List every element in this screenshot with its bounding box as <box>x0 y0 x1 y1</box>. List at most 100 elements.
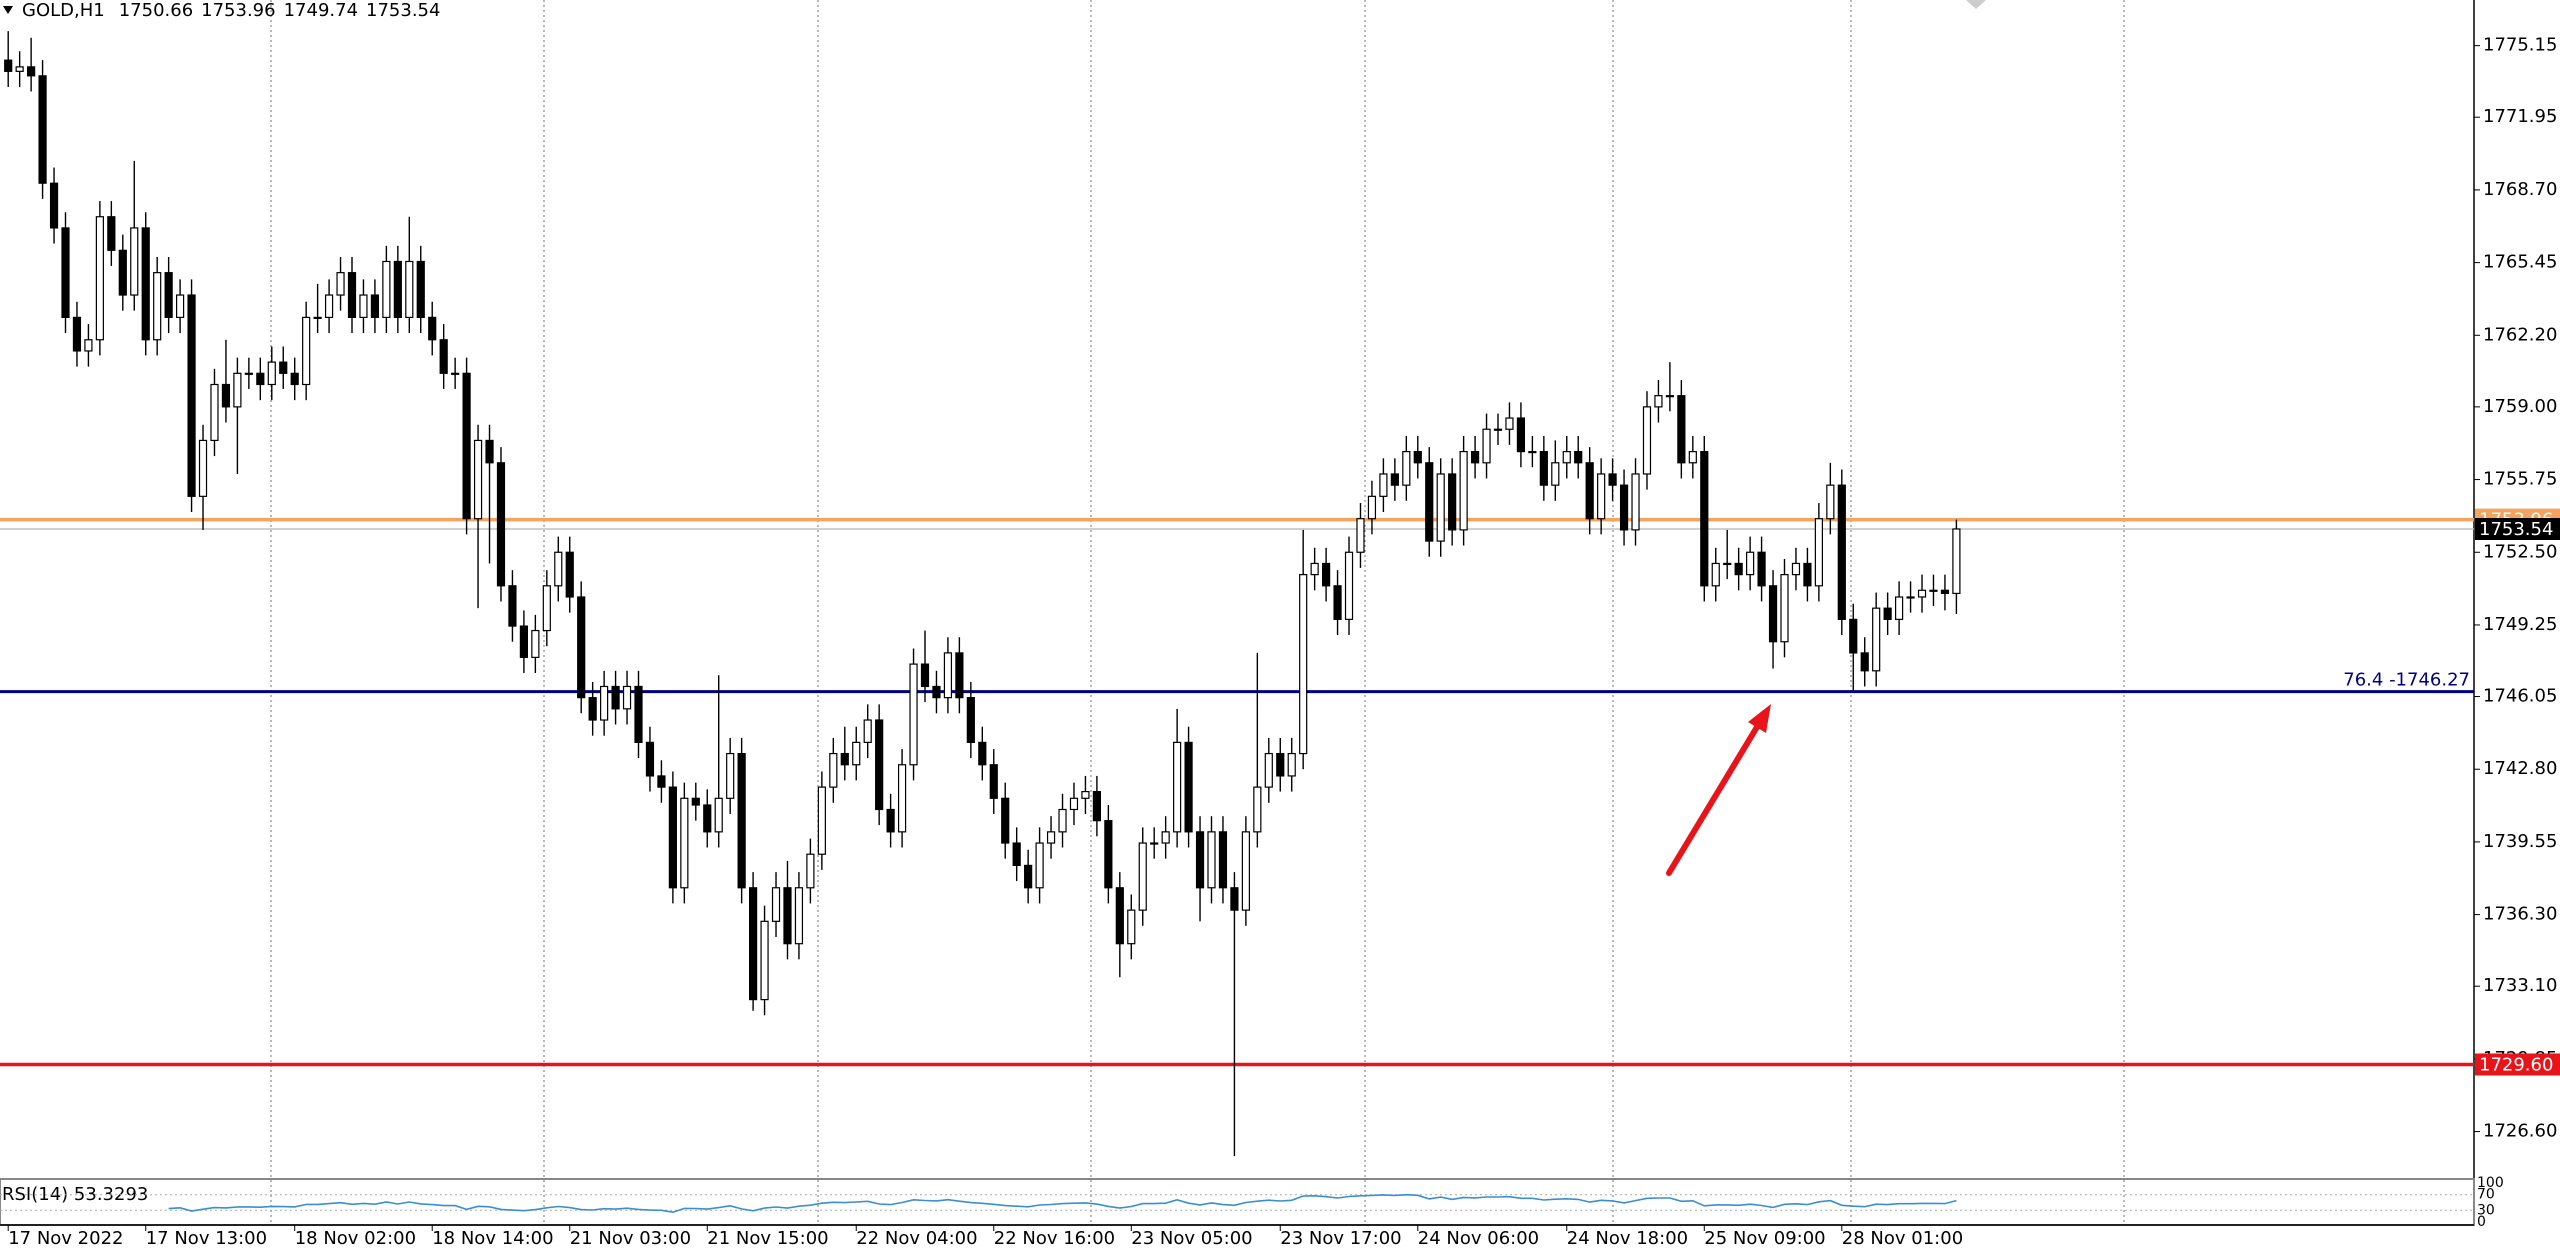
bull-candle-body <box>382 260 391 318</box>
bear-candle-body <box>370 294 380 318</box>
bull-candle-body <box>909 663 918 766</box>
bull-candle-body <box>1264 752 1273 788</box>
bear-candle-body <box>519 625 529 658</box>
bull-candle-body <box>1711 562 1720 587</box>
bull-candle-body <box>1287 752 1296 777</box>
bull-candle-body <box>760 920 769 1001</box>
x-tick-label: 25 Nov 09:00 <box>1704 1228 1825 1249</box>
bull-candle-body <box>1344 551 1354 620</box>
y-tick-label: 1775.15 <box>2483 35 2557 56</box>
current-price-label: 1753.54 <box>2479 519 2553 540</box>
bull-candle-body <box>1081 790 1090 799</box>
bull-candle-body <box>1310 562 1319 576</box>
scroll-marker <box>1966 0 1986 9</box>
header-open: 1750.66 <box>119 0 193 21</box>
bull-candle-body <box>1127 909 1136 945</box>
bear-candle-body <box>1195 831 1205 889</box>
bull-candle-body <box>233 372 242 408</box>
x-tick-label: 21 Nov 15:00 <box>707 1228 828 1249</box>
bear-candle-body <box>1757 551 1766 587</box>
bear-candle-body <box>1104 820 1113 889</box>
bull-candle-body <box>405 260 414 318</box>
bear-candle-body <box>645 741 655 777</box>
bear-candle-body <box>978 741 987 766</box>
arrow-head <box>1748 704 1771 733</box>
bull-candle-body <box>1505 417 1514 430</box>
bear-candle-body <box>1012 842 1021 867</box>
bull-candle-body <box>726 752 735 799</box>
bull-candle-body <box>806 853 815 889</box>
bear-candle-body <box>1001 797 1010 844</box>
bear-candle-body <box>416 260 425 318</box>
bear-candle-body <box>783 887 792 945</box>
header-low: 1749.74 <box>284 0 358 21</box>
bull-candle-body <box>1459 451 1468 531</box>
bear-candle-body <box>1115 887 1124 945</box>
bull-candle-body <box>829 752 838 788</box>
bull-candle-body <box>1688 451 1697 464</box>
bull-candle-body <box>1035 842 1044 889</box>
bear-candle-body <box>932 685 941 699</box>
bear-candle-body <box>38 75 47 184</box>
arrow-shaft <box>1666 724 1760 876</box>
y-tick-label: 1752.50 <box>2483 541 2557 562</box>
x-tick-label: 17 Nov 13:00 <box>146 1228 267 1249</box>
bear-candle-body <box>1425 462 1434 542</box>
x-tick-label: 17 Nov 2022 <box>8 1228 123 1249</box>
bull-candle-body <box>1906 596 1915 599</box>
bull-candle-body <box>1746 551 1755 576</box>
bear-candle-body <box>565 551 574 598</box>
bear-candle-body <box>1333 585 1342 620</box>
bear-candle-body <box>290 372 299 386</box>
bear-candle-body <box>955 652 964 699</box>
chart-header: GOLD,H1 1750.66 1753.96 1749.74 1753.54 <box>22 0 440 21</box>
bear-candle-body <box>1390 473 1399 486</box>
bear-candle-body <box>691 797 700 806</box>
bull-candle-body <box>863 719 872 743</box>
bear-candle-body <box>1024 864 1033 889</box>
bull-candle-body <box>622 685 632 710</box>
x-tick-label: 21 Nov 03:00 <box>570 1228 691 1249</box>
bear-candle-body <box>61 227 70 318</box>
x-tick-label: 18 Nov 14:00 <box>432 1228 553 1249</box>
x-tick-label: 18 Nov 02:00 <box>295 1228 416 1249</box>
bear-candle-body <box>4 59 13 72</box>
bear-candle-body <box>164 272 173 318</box>
header-close: 1753.54 <box>366 0 440 21</box>
bear-candle-body <box>279 361 288 374</box>
bull-candle-body <box>1207 831 1216 889</box>
bull-candle-body <box>1551 462 1560 486</box>
bear-candle-body <box>1184 741 1193 833</box>
bull-candle-body <box>1597 473 1606 520</box>
bear-candle-body <box>748 887 758 1001</box>
bull-candle-body <box>313 316 322 319</box>
x-tick-label: 24 Nov 18:00 <box>1567 1228 1688 1249</box>
bull-candle-body <box>542 585 551 632</box>
bear-candle-body <box>1470 451 1480 464</box>
bear-candle-body <box>1883 607 1892 620</box>
bull-candle-body <box>852 741 861 766</box>
bull-candle-body <box>1917 589 1927 598</box>
x-tick-label: 24 Nov 06:00 <box>1418 1228 1539 1249</box>
bull-candle-body <box>1367 495 1377 520</box>
bear-candle-body <box>107 216 116 251</box>
candles <box>4 31 1961 1157</box>
bull-candle-body <box>336 272 345 296</box>
y-tick-label: 1742.80 <box>2483 758 2557 779</box>
bull-candle-body <box>1402 451 1411 486</box>
y-tick-label: 1733.10 <box>2483 975 2557 996</box>
bear-candle-body <box>393 260 402 318</box>
bull-candle-body <box>1379 473 1388 497</box>
bear-candle-body <box>187 294 196 497</box>
bear-candle-body <box>485 439 494 464</box>
y-tick-label: 1736.30 <box>2483 904 2557 925</box>
bear-candle-body <box>920 663 930 688</box>
bull-candle-body <box>531 629 540 658</box>
bull-candle-body <box>1436 473 1445 542</box>
bear-candle-body <box>118 249 127 296</box>
bear-candle-body <box>1516 417 1526 453</box>
bull-candle-body <box>1894 596 1904 620</box>
y-tick-label: 1749.25 <box>2483 614 2557 635</box>
bull-candle-body <box>210 383 219 442</box>
